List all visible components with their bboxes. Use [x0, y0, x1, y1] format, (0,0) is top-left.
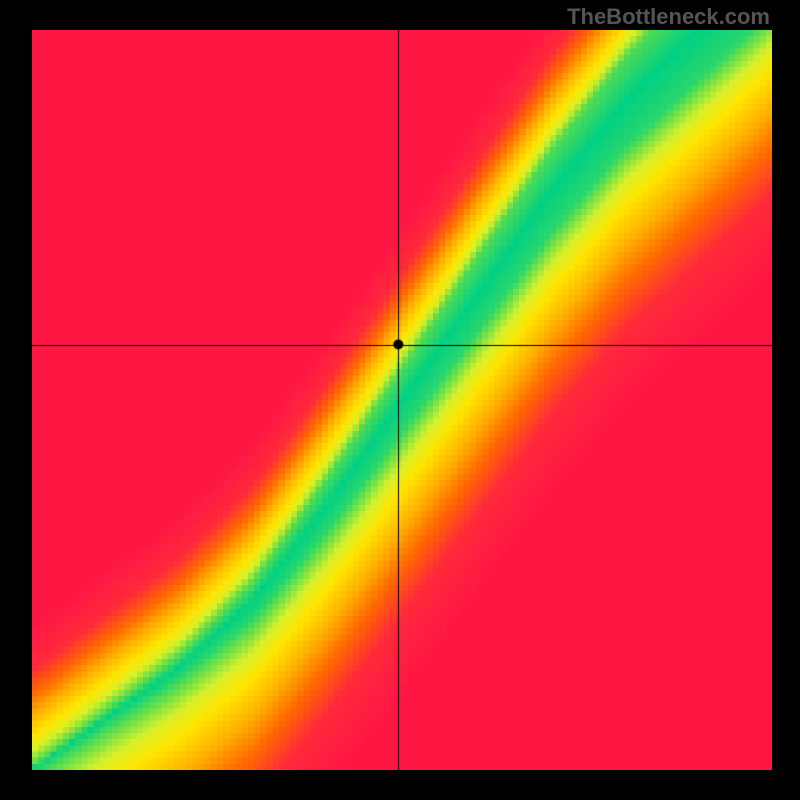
crosshair-overlay [32, 30, 772, 770]
chart-container: TheBottleneck.com [0, 0, 800, 800]
watermark-text: TheBottleneck.com [567, 4, 770, 30]
